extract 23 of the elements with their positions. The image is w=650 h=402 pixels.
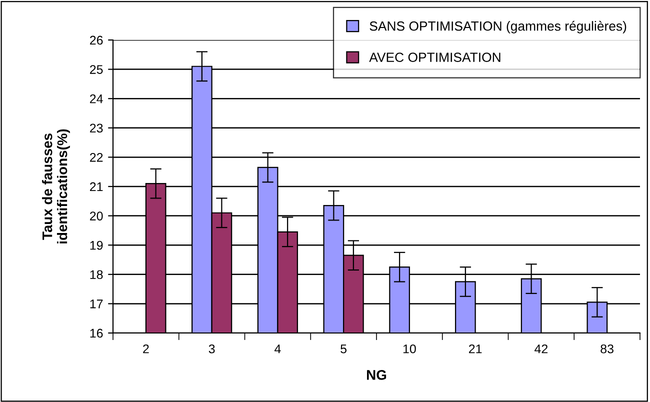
x-tick-label: 5 <box>340 344 347 354</box>
y-tick-label: 16 <box>90 328 103 338</box>
y-tick-label: 26 <box>90 36 103 45</box>
y-tick-label: 19 <box>90 240 103 250</box>
x-tick-label: 2 <box>143 344 149 354</box>
x-tick-label: 10 <box>403 344 416 354</box>
x-tick-label: 42 <box>534 344 548 354</box>
y-tick-label: 22 <box>90 153 103 162</box>
y-axis-title: Taux de fausses identifications(%) <box>42 129 70 244</box>
x-tick-label: 4 <box>274 344 281 354</box>
y-tick-label: 20 <box>90 212 103 220</box>
x-axis-title: NG <box>367 370 386 380</box>
y-tick-label: 23 <box>90 124 103 133</box>
y-tick-label: 24 <box>90 94 103 104</box>
y-tick-label: 17 <box>90 300 103 308</box>
y-tick-label: 21 <box>90 182 103 192</box>
legend-label: SANS OPTIMISATION (gammes régulières) <box>370 20 626 34</box>
legend-label: AVEC OPTIMISATION <box>369 52 500 62</box>
x-tick-label: 21 <box>468 344 482 354</box>
y-tick-label: 18 <box>90 270 103 280</box>
y-tick-label: 25 <box>90 65 103 74</box>
x-tick-label: 3 <box>208 344 215 354</box>
x-tick-label: 83 <box>600 344 614 354</box>
